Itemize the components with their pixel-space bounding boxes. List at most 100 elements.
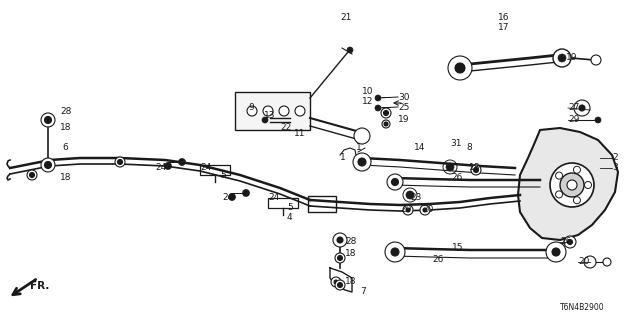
Text: 4: 4: [287, 213, 292, 222]
Circle shape: [567, 180, 577, 190]
Text: 1: 1: [340, 154, 346, 163]
Text: 19: 19: [566, 53, 577, 62]
Circle shape: [41, 113, 55, 127]
Circle shape: [335, 253, 345, 263]
Circle shape: [333, 233, 347, 247]
Circle shape: [446, 163, 454, 171]
Circle shape: [556, 191, 563, 198]
Polygon shape: [235, 92, 310, 130]
Circle shape: [391, 248, 399, 256]
Circle shape: [471, 165, 481, 175]
Circle shape: [574, 100, 590, 116]
Text: 26: 26: [432, 255, 444, 265]
Circle shape: [295, 106, 305, 116]
Text: 20: 20: [400, 205, 412, 214]
Circle shape: [263, 106, 273, 116]
Circle shape: [579, 105, 585, 111]
Circle shape: [448, 56, 472, 80]
Circle shape: [164, 163, 172, 170]
Circle shape: [228, 194, 236, 201]
Text: 28: 28: [345, 237, 356, 246]
Text: 10: 10: [362, 87, 374, 97]
Circle shape: [347, 47, 353, 53]
Circle shape: [406, 191, 414, 199]
Text: 28: 28: [60, 108, 72, 116]
Circle shape: [381, 108, 391, 118]
Circle shape: [45, 162, 51, 169]
Circle shape: [560, 173, 584, 197]
Text: 1: 1: [356, 143, 362, 153]
Circle shape: [243, 189, 250, 196]
Circle shape: [455, 63, 465, 73]
Circle shape: [568, 239, 573, 244]
Circle shape: [603, 258, 611, 266]
Circle shape: [573, 197, 580, 204]
Circle shape: [403, 205, 413, 215]
Polygon shape: [268, 198, 298, 208]
Text: 24: 24: [268, 194, 279, 203]
Text: 26: 26: [560, 237, 572, 246]
Text: 18: 18: [469, 164, 481, 172]
Circle shape: [382, 120, 390, 128]
Circle shape: [392, 179, 399, 186]
Text: 14: 14: [414, 143, 426, 153]
Text: 18: 18: [345, 277, 356, 286]
Text: 2: 2: [612, 154, 618, 163]
Circle shape: [335, 280, 345, 290]
Circle shape: [262, 117, 268, 123]
Text: FR.: FR.: [30, 281, 49, 291]
Circle shape: [27, 170, 37, 180]
Circle shape: [406, 208, 410, 212]
Text: 26: 26: [451, 173, 462, 182]
Text: 18: 18: [60, 124, 72, 132]
Polygon shape: [518, 128, 618, 240]
Text: 31: 31: [450, 139, 461, 148]
Circle shape: [553, 49, 571, 67]
Circle shape: [384, 122, 388, 126]
Circle shape: [546, 242, 566, 262]
Circle shape: [45, 116, 51, 124]
Circle shape: [387, 174, 403, 190]
Circle shape: [354, 128, 370, 144]
Text: 18: 18: [60, 173, 72, 182]
Circle shape: [474, 167, 479, 172]
Text: 19: 19: [398, 115, 410, 124]
Text: 15: 15: [452, 244, 463, 252]
Circle shape: [584, 181, 591, 188]
Text: 11: 11: [294, 130, 305, 139]
Text: 16: 16: [498, 13, 509, 22]
Circle shape: [375, 95, 381, 101]
Text: 24: 24: [222, 194, 233, 203]
Text: 30: 30: [398, 92, 410, 101]
Circle shape: [337, 255, 342, 260]
Circle shape: [279, 106, 289, 116]
Circle shape: [595, 117, 601, 123]
Circle shape: [550, 163, 594, 207]
Text: 6: 6: [62, 143, 68, 153]
Circle shape: [41, 158, 55, 172]
Text: 24: 24: [200, 164, 211, 172]
Text: 21: 21: [340, 13, 351, 22]
Circle shape: [331, 277, 341, 287]
Text: 23: 23: [410, 194, 421, 203]
Circle shape: [552, 248, 560, 256]
Text: 18: 18: [345, 250, 356, 259]
Circle shape: [179, 158, 186, 165]
Text: 5: 5: [220, 171, 226, 180]
Circle shape: [375, 105, 381, 111]
Circle shape: [383, 110, 388, 116]
Polygon shape: [200, 165, 230, 175]
Circle shape: [556, 172, 563, 179]
Polygon shape: [308, 196, 336, 212]
Circle shape: [337, 237, 343, 243]
Circle shape: [29, 172, 35, 178]
Circle shape: [385, 242, 405, 262]
Circle shape: [420, 205, 430, 215]
Circle shape: [558, 54, 566, 62]
Circle shape: [564, 236, 576, 248]
Text: 22: 22: [280, 124, 291, 132]
Text: 20: 20: [578, 258, 589, 267]
Circle shape: [573, 166, 580, 173]
Circle shape: [334, 280, 338, 284]
Circle shape: [358, 158, 366, 166]
